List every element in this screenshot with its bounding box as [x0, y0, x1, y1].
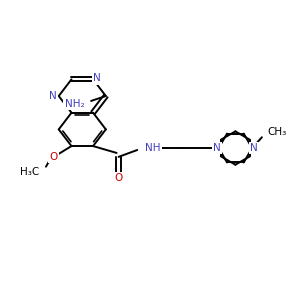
Text: N: N: [49, 91, 57, 101]
Text: N: N: [93, 74, 101, 83]
Text: NH₂: NH₂: [64, 99, 84, 109]
Text: H₃C: H₃C: [20, 167, 39, 177]
Text: O: O: [115, 173, 123, 184]
Text: N: N: [213, 143, 220, 153]
Text: N: N: [250, 143, 258, 153]
Text: O: O: [50, 152, 58, 162]
Text: CH₃: CH₃: [268, 127, 287, 137]
Text: NH: NH: [145, 143, 160, 153]
